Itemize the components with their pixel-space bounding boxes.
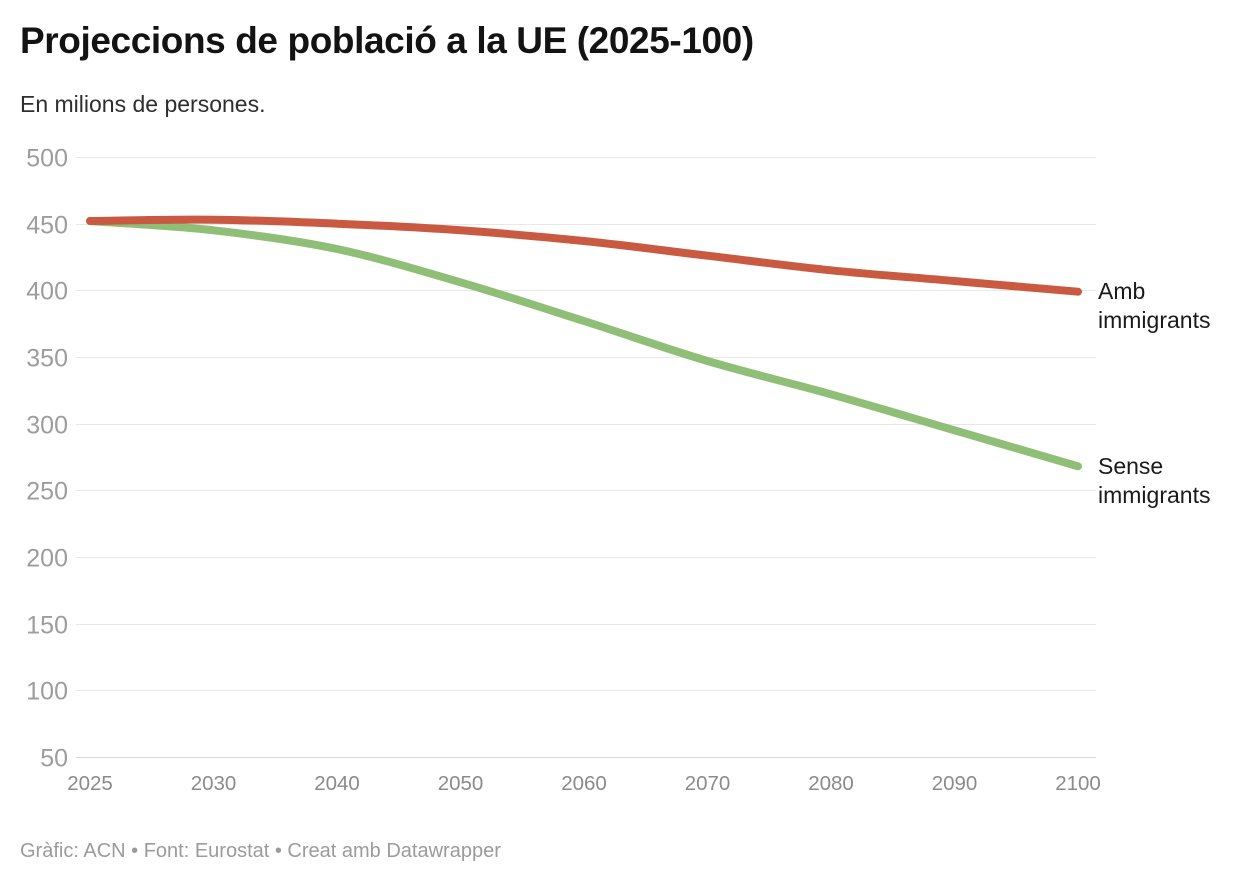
- chart-subtitle: En milions de persones.: [20, 91, 266, 117]
- y-tick-label-300: 300: [26, 412, 68, 440]
- x-tick-label-2070: 2070: [685, 772, 731, 795]
- series-line-sense-immigrants: [86, 217, 1082, 471]
- x-tick-label-2050: 2050: [438, 772, 484, 795]
- x-tick-label-2080: 2080: [808, 772, 854, 795]
- chart-title: Projeccions de població a la UE (2025-10…: [20, 20, 754, 61]
- x-tick-label-2025: 2025: [67, 772, 113, 795]
- x-tick-label-2100: 2100: [1055, 772, 1101, 795]
- chart-footer-credits: Gràfic: ACN • Font: Eurostat • Creat amb…: [20, 840, 501, 862]
- series-label-amb-immigrants: Amb immigrants: [1098, 278, 1211, 334]
- x-tick-label-2090: 2090: [932, 772, 978, 795]
- y-tick-label-200: 200: [26, 545, 68, 573]
- y-tick-label-50: 50: [40, 745, 68, 773]
- y-tick-label-150: 150: [26, 612, 68, 640]
- y-tick-label-500: 500: [26, 145, 68, 173]
- y-tick-label-250: 250: [26, 478, 68, 506]
- series-line-amb-immigrants: [86, 215, 1082, 296]
- y-tick-label-400: 400: [26, 278, 68, 306]
- x-tick-label-2040: 2040: [314, 772, 360, 795]
- x-tick-label-2060: 2060: [561, 772, 607, 795]
- y-tick-label-350: 350: [26, 345, 68, 373]
- y-tick-label-450: 450: [26, 212, 68, 240]
- y-tick-label-100: 100: [26, 678, 68, 706]
- series-label-sense-immigrants: Sense immigrants: [1098, 452, 1211, 508]
- x-tick-label-2030: 2030: [191, 772, 237, 795]
